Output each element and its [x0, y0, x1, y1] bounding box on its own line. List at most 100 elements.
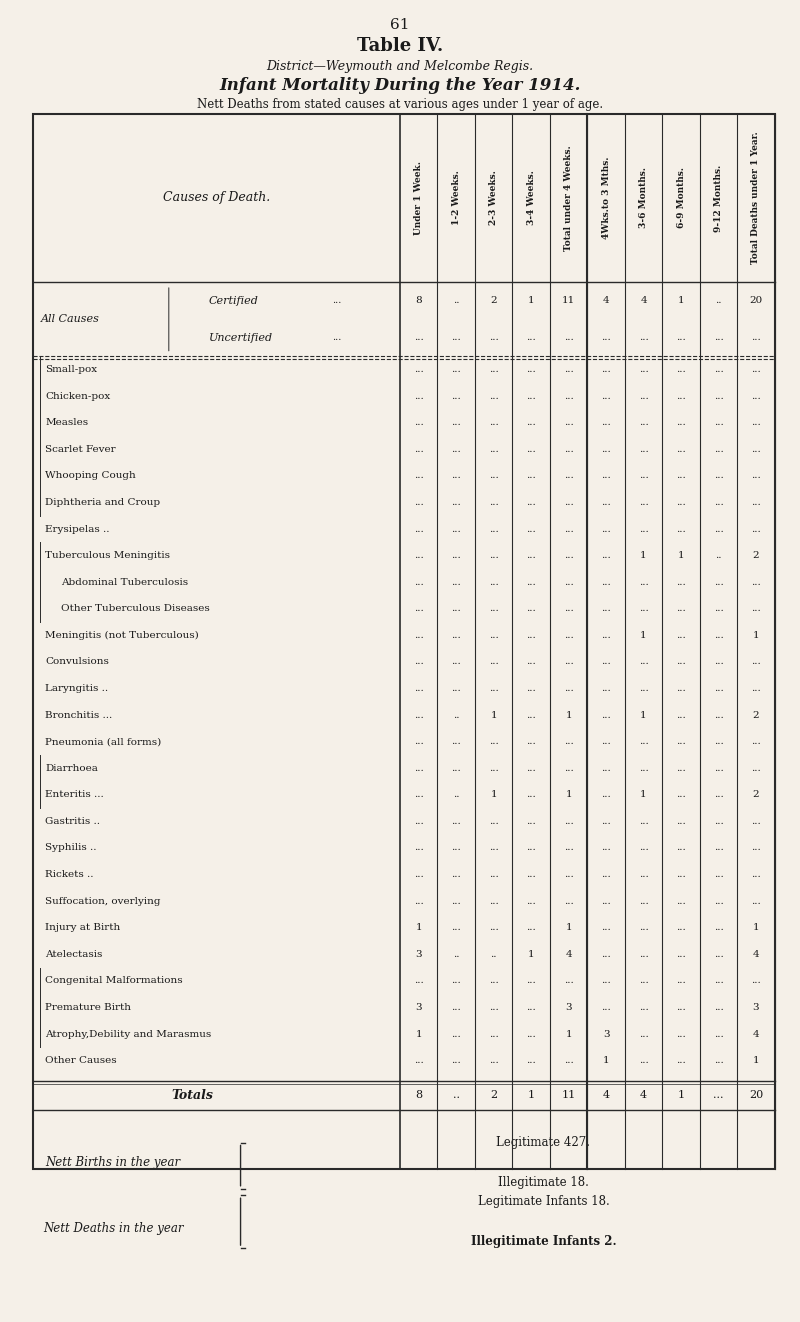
Text: ...: ... — [676, 1030, 686, 1039]
Text: ...: ... — [751, 391, 761, 401]
Text: 1: 1 — [490, 791, 497, 800]
Text: Premature Birth: Premature Birth — [46, 1003, 131, 1011]
Text: ...: ... — [451, 631, 461, 640]
Text: ...: ... — [526, 738, 536, 746]
Text: ...: ... — [414, 870, 424, 879]
Text: ...: ... — [489, 738, 498, 746]
Text: ...: ... — [602, 418, 611, 427]
Text: ...: ... — [564, 1056, 574, 1066]
Text: ...: ... — [564, 333, 574, 342]
Text: ...: ... — [751, 365, 761, 374]
Text: ...: ... — [489, 418, 498, 427]
Text: ...: ... — [451, 444, 461, 453]
Text: Chicken-pox: Chicken-pox — [46, 391, 110, 401]
Text: ...: ... — [714, 444, 723, 453]
Text: ...: ... — [676, 1003, 686, 1011]
Text: ...: ... — [451, 1003, 461, 1011]
Text: ...: ... — [489, 683, 498, 693]
Text: ...: ... — [451, 843, 461, 853]
Text: ...: ... — [714, 977, 723, 985]
Text: ...: ... — [676, 923, 686, 932]
Text: Other Causes: Other Causes — [46, 1056, 117, 1066]
Text: ...: ... — [602, 738, 611, 746]
Text: ...: ... — [676, 977, 686, 985]
Text: ...: ... — [489, 551, 498, 561]
Text: ..: .. — [453, 1091, 460, 1100]
Text: 3: 3 — [415, 1003, 422, 1011]
Text: ..: .. — [490, 949, 497, 958]
Text: 2: 2 — [753, 551, 759, 561]
Text: ...: ... — [564, 551, 574, 561]
Text: ...: ... — [526, 498, 536, 506]
Text: ...: ... — [714, 1056, 723, 1066]
Text: ...: ... — [602, 977, 611, 985]
Text: Causes of Death.: Causes of Death. — [163, 192, 270, 205]
Text: ...: ... — [414, 604, 424, 613]
Text: ...: ... — [489, 843, 498, 853]
Text: ...: ... — [489, 657, 498, 666]
Text: ...: ... — [638, 683, 649, 693]
Text: ...: ... — [526, 817, 536, 826]
Text: Table IV.: Table IV. — [357, 37, 443, 56]
Text: ...: ... — [638, 870, 649, 879]
Text: ...: ... — [638, 843, 649, 853]
Text: ...: ... — [751, 444, 761, 453]
Text: ...: ... — [751, 870, 761, 879]
Text: ...: ... — [526, 333, 536, 342]
Text: ...: ... — [714, 711, 723, 719]
Text: 1: 1 — [528, 949, 534, 958]
Text: Gastritis ..: Gastritis .. — [46, 817, 100, 826]
Text: 1: 1 — [566, 1030, 572, 1039]
Text: ...: ... — [489, 391, 498, 401]
Text: ...: ... — [638, 764, 649, 773]
Text: 2: 2 — [753, 711, 759, 719]
Text: ...: ... — [676, 843, 686, 853]
Text: ...: ... — [564, 498, 574, 506]
Text: 3-6 Months.: 3-6 Months. — [639, 168, 648, 229]
Text: Enteritis ...: Enteritis ... — [46, 791, 104, 800]
Text: ...: ... — [451, 923, 461, 932]
Text: 20: 20 — [750, 296, 762, 305]
Text: ...: ... — [751, 738, 761, 746]
Text: ...: ... — [451, 472, 461, 480]
Text: Injury at Birth: Injury at Birth — [46, 923, 121, 932]
Text: Suffocation, overlying: Suffocation, overlying — [46, 896, 161, 906]
Text: ...: ... — [676, 444, 686, 453]
Text: ...: ... — [564, 578, 574, 587]
Text: ...: ... — [638, 738, 649, 746]
Text: Atrophy,Debility and Marasmus: Atrophy,Debility and Marasmus — [46, 1030, 211, 1039]
Text: ...: ... — [751, 525, 761, 534]
Text: ...: ... — [451, 333, 461, 342]
Text: ...: ... — [451, 817, 461, 826]
Text: ...: ... — [602, 843, 611, 853]
Text: ...: ... — [714, 418, 723, 427]
Text: ...: ... — [602, 365, 611, 374]
Text: Nett Deaths from stated causes at various ages under 1 year of age.: Nett Deaths from stated causes at variou… — [197, 98, 603, 111]
Text: ...: ... — [602, 923, 611, 932]
Text: 1: 1 — [640, 551, 647, 561]
Text: Atelectasis: Atelectasis — [46, 949, 102, 958]
Text: ...: ... — [714, 1091, 724, 1100]
Text: ...: ... — [751, 817, 761, 826]
Text: Tuberculous Meningitis: Tuberculous Meningitis — [46, 551, 170, 561]
Text: ...: ... — [526, 365, 536, 374]
Text: 1: 1 — [566, 711, 572, 719]
Text: ...: ... — [489, 472, 498, 480]
Text: ...: ... — [414, 817, 424, 826]
Text: ...: ... — [526, 418, 536, 427]
Text: 1: 1 — [640, 791, 647, 800]
Text: ...: ... — [489, 1030, 498, 1039]
Text: ...: ... — [602, 791, 611, 800]
Text: All Causes: All Causes — [42, 315, 100, 324]
Text: ...: ... — [714, 817, 723, 826]
Text: ...: ... — [751, 896, 761, 906]
Text: Laryngitis ..: Laryngitis .. — [46, 683, 108, 693]
Text: ...: ... — [451, 498, 461, 506]
Text: ...: ... — [564, 444, 574, 453]
Text: 1: 1 — [753, 631, 759, 640]
Text: ...: ... — [526, 683, 536, 693]
Text: ...: ... — [676, 333, 686, 342]
Text: 1: 1 — [753, 923, 759, 932]
Text: ...: ... — [451, 1030, 461, 1039]
Text: ...: ... — [676, 604, 686, 613]
